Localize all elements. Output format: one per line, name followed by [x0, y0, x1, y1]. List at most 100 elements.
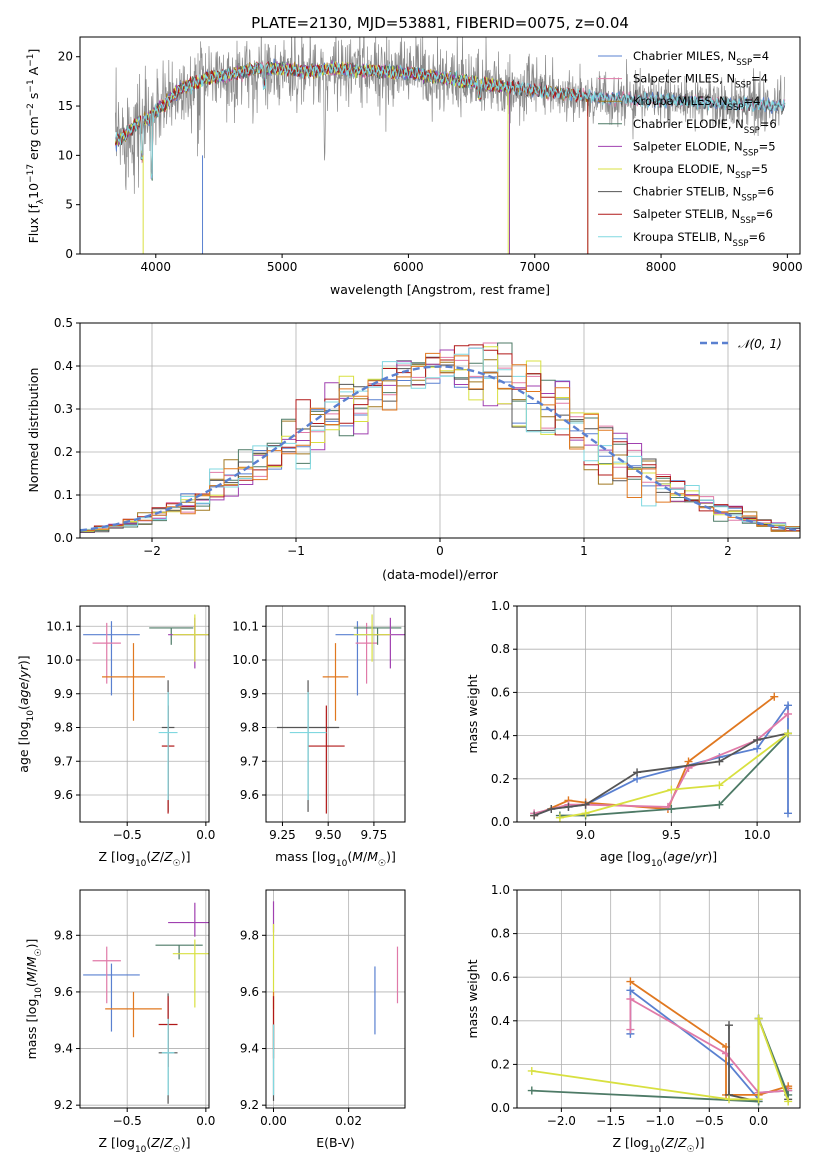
error-bar-kroupa-stelib: [161, 1018, 175, 1096]
axes-frame: [79, 889, 210, 1109]
weight-marker: [555, 813, 564, 822]
x-tick-label: 7000: [519, 260, 550, 274]
weight-marker: [626, 986, 635, 995]
y-tick-label: 0.0: [491, 1101, 510, 1115]
x-tick-label: 4000: [141, 260, 172, 274]
error-bar-salpeter-stelib: [308, 705, 345, 814]
y-tick-label: 0.6: [491, 970, 510, 984]
x-tick-label: 0.0: [196, 828, 215, 842]
y-tick-label: 5: [65, 198, 73, 212]
x-tick-label: 9.5: [662, 828, 681, 842]
x-tick-label: −1.5: [596, 1114, 625, 1128]
weight-marker: [783, 701, 792, 710]
x-tick-label: 9000: [772, 260, 803, 274]
x-axis-label: age [log10(age/yr)]: [600, 849, 717, 869]
x-axis-label: Z [log10(Z/Z☉)]: [98, 849, 190, 869]
y-tick-label: 10.1: [46, 619, 73, 633]
x-axis-label: Z [log10(Z/Z☉)]: [612, 1135, 704, 1155]
weight-line-orange: [533, 695, 775, 817]
y-tick-label: 0.4: [491, 729, 510, 743]
y-tick-label: 9.6: [240, 985, 259, 999]
x-tick-label: −0.5: [113, 828, 142, 842]
error-bar-chabrier-miles: [83, 963, 140, 1032]
plot-area: [276, 614, 405, 814]
y-tick-label: 10.0: [232, 653, 259, 667]
x-tick-label: −2: [143, 544, 161, 558]
age-vs-metallicity-panel: −0.5 0.0 9.6 9.7 9.8 9.9 10.0 10.1 Z [log10(Z/Z☉…: [16, 605, 215, 869]
legend-label: Kroupa ELODIE, NSSP=5: [633, 162, 768, 181]
x-tick-label: 10.0: [744, 828, 771, 842]
error-bar-kroupa-elodie: [353, 614, 391, 662]
weight-line-chabrier-miles: [533, 702, 789, 817]
x-tick-label: 5000: [267, 260, 298, 274]
x-tick-label: −1.0: [645, 1114, 674, 1128]
plot-area: [114, 37, 786, 254]
error-bar-salpeter-miles: [92, 622, 121, 684]
x-tick-label: −1: [287, 544, 305, 558]
figure-title: PLATE=2130, MJD=53881, FIBERID=0075, z=0…: [251, 14, 629, 32]
legend-label: 𝒩(0, 1): [738, 337, 782, 351]
x-axis-label: E(B-V): [316, 1135, 355, 1150]
error-bar-kroupa-stelib: [289, 692, 327, 801]
age-vs-mass-panel: 9.25 9.50 9.75 9.6 9.7 9.8 9.9 10.0 10.1 mass [lo…: [232, 605, 406, 869]
grid-lines: [80, 606, 209, 822]
y-tick-label: 9.8: [54, 721, 73, 735]
x-axis-label: mass [log10(M/M☉)]: [275, 849, 396, 869]
plot-area: [527, 977, 793, 1106]
y-tick-label: 0.2: [491, 1057, 510, 1071]
plot-area: [83, 614, 209, 814]
weight-marker: [581, 809, 590, 818]
y-axis-label: mass weight: [465, 674, 480, 753]
weight-marker: [784, 1097, 793, 1106]
y-tick-label: 20: [58, 50, 73, 64]
error-bar-salpeter-elodie: [168, 902, 209, 937]
x-tick-label: 2: [724, 544, 732, 558]
x-tick-label: −0.5: [695, 1114, 724, 1128]
weight-marker: [753, 735, 762, 744]
y-axis-label: Flux [fλ10−17 erg cm−2 s−1 A−1]: [26, 49, 46, 244]
error-bar-kroupa-stelib: [158, 692, 178, 801]
legend-label: Salpeter ELODIE, NSSP=5: [633, 139, 776, 158]
axes-frame: [79, 36, 801, 255]
weight-marker: [753, 744, 762, 753]
y-tick-label: 0: [65, 247, 73, 261]
legend-label: Kroupa STELIB, NSSP=6: [633, 230, 765, 249]
error-bar-orange: [322, 643, 349, 721]
weight-marker: [626, 995, 635, 1003]
axes-frame: [265, 889, 406, 1109]
error-bar-chabrier-miles: [335, 621, 380, 696]
y-tick-label: 9.9: [54, 687, 73, 701]
x-tick-label: 1: [580, 544, 588, 558]
spectrum-panel: 4000 5000 6000 7000 8000 9000 0 5 10 15 20 Chabrier…: [26, 36, 803, 297]
y-tick-label: 9.2: [54, 1098, 73, 1112]
y-tick-label: 9.4: [54, 1042, 73, 1056]
weight-marker: [754, 1095, 763, 1104]
weight-marker: [725, 1095, 734, 1104]
y-tick-label: 9.6: [54, 788, 73, 802]
x-axis-label: Z [log10(Z/Z☉)]: [98, 1135, 190, 1155]
weight-marker: [626, 977, 635, 986]
weight-line-salpeter-miles: [533, 713, 789, 815]
y-tick-label: 0.0: [491, 815, 510, 829]
x-axis-label: wavelength [Angstrom, rest frame]: [330, 282, 550, 297]
mass-vs-metallicity-panel: −0.5 0.0 9.2 9.4 9.6 9.8 Z [log10(Z/Z☉)] mass […: [24, 889, 215, 1155]
x-tick-label: 9.0: [576, 828, 595, 842]
x-tick-label: −2.0: [547, 1114, 576, 1128]
weight-marker: [725, 1021, 734, 1030]
weight-marker: [527, 1086, 536, 1095]
weight-marker: [564, 802, 573, 811]
x-tick-label: 0.02: [335, 1114, 362, 1128]
weight-marker: [547, 805, 556, 814]
y-axis-label: Normed distribution: [26, 368, 41, 493]
y-axis-label: mass weight: [465, 959, 480, 1038]
x-tick-label: 6000: [393, 260, 424, 274]
weight-marker: [527, 1066, 536, 1075]
grid-lines: [80, 890, 209, 1108]
y-tick-label: 1.0: [491, 599, 510, 613]
y-tick-label: 9.8: [54, 928, 73, 942]
x-tick-label: 0.0: [196, 1114, 215, 1128]
x-tick-label: 0.00: [260, 1114, 287, 1128]
axes-frame: [79, 605, 210, 823]
error-bar-salpeter-miles: [92, 946, 121, 1004]
